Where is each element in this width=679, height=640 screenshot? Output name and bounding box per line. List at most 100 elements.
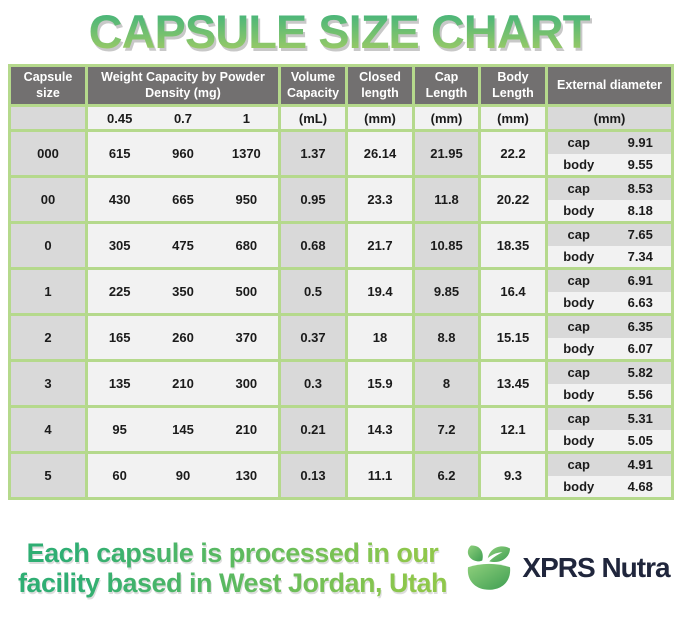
units-capsule-size-blank	[8, 104, 88, 132]
ext-body-label: body	[545, 475, 610, 500]
units-cap: (mm)	[412, 104, 481, 132]
header-external-diameter: External diameter	[544, 64, 675, 107]
units-body: (mm)	[478, 104, 548, 132]
title-bar: CAPSULE SIZE CHART	[0, 0, 679, 62]
density-1: 1	[242, 110, 250, 126]
capsule-row: 0 305 475 680 0.68 21.7 10.85 18.35 cap …	[8, 221, 675, 270]
weight-density-1-cell: 130	[235, 468, 258, 483]
units-row: 0.45 0.7 1 (mL) (mm) (mm) (mm) (mm)	[8, 104, 675, 132]
ext-body-label: body	[545, 153, 610, 178]
ext-cap-label: cap	[545, 359, 610, 384]
ext-cap-label: cap	[545, 175, 610, 200]
closed-length-cell: 14.3	[345, 405, 415, 454]
capsule-row-ext: body 7.34	[10, 245, 675, 270]
ext-cap-value: 4.91	[609, 451, 675, 476]
units-densities: 0.45 0.7 1	[85, 104, 281, 132]
volume-cell: 1.37	[278, 129, 348, 178]
closed-length-cell: 26.14	[345, 129, 415, 178]
weight-density-0.45-cell: 615	[108, 146, 131, 161]
volume-cell: 0.3	[278, 359, 348, 408]
body-length-cell: 15.15	[478, 313, 548, 362]
mortar-leaf-icon	[468, 545, 511, 590]
units-closed: (mm)	[345, 104, 415, 132]
header-weight-capacity: Weight Capacity by Powder Density (mg)	[85, 64, 281, 107]
ext-body-label: body	[545, 291, 610, 316]
body-length-cell: 18.35	[478, 221, 548, 270]
ext-cap-label: cap	[545, 267, 610, 292]
weight-density-1-cell: 1370	[231, 146, 261, 161]
weight-density-1-cell: 500	[235, 284, 258, 299]
weight-density-0.7-cell: 145	[172, 422, 194, 437]
brand-logo: XPRS Nutra	[459, 540, 673, 596]
closed-length-cell: 15.9	[345, 359, 415, 408]
volume-cell: 0.95	[278, 175, 348, 224]
cap-length-cell: 6.2	[412, 451, 481, 500]
capsule-size-cell: 1	[8, 267, 88, 316]
capsule-size-cell: 00	[8, 175, 88, 224]
weight-density-0.45-cell: 225	[108, 284, 131, 299]
capsule-row: 1 225 350 500 0.5 19.4 9.85 16.4 cap 6.9…	[8, 267, 675, 316]
header-closed-length: Closed length	[345, 64, 415, 107]
weight-density-1-cell: 950	[235, 192, 258, 207]
volume-cell: 0.5	[278, 267, 348, 316]
body-length-cell: 9.3	[478, 451, 548, 500]
ext-body-value: 9.55	[609, 153, 675, 178]
ext-cap-value: 8.53	[609, 175, 675, 200]
cap-length-cell: 8	[412, 359, 481, 408]
volume-cell: 0.68	[278, 221, 348, 270]
ext-body-value: 5.05	[609, 429, 675, 454]
weight-density-1-cell: 300	[235, 376, 258, 391]
ext-body-label: body	[545, 337, 610, 362]
body-length-cell: 22.2	[478, 129, 548, 178]
capsule-row: 000 615 960 1370 1.37 26.14 21.95 22.2 c…	[8, 129, 675, 178]
density-0.45: 0.45	[107, 110, 133, 126]
weight-cells: 165 260 370	[85, 313, 281, 362]
capsule-row-ext: body 9.55	[10, 153, 675, 178]
ext-cap-value: 9.91	[609, 129, 675, 154]
closed-length-cell: 19.4	[345, 267, 415, 316]
capsule-row: 5 60 90 130 0.13 11.1 6.2 9.3 cap 4.91	[8, 451, 675, 500]
page-title: CAPSULE SIZE CHART	[88, 4, 592, 58]
capsule-size-cell: 0	[8, 221, 88, 270]
header-row: Capsule size Weight Capacity by Powder D…	[8, 64, 675, 107]
header-cap-length: Cap Length	[412, 64, 481, 107]
weight-density-1-cell: 210	[235, 422, 258, 437]
closed-length-cell: 21.7	[345, 221, 415, 270]
capsule-row: 00 430 665 950 0.95 23.3 11.8 20.22 cap …	[8, 175, 675, 224]
capsule-row: 4 95 145 210 0.21 14.3 7.2 12.1 cap 5.31	[8, 405, 675, 454]
ext-cap-value: 7.65	[609, 221, 675, 246]
weight-density-0.45-cell: 135	[108, 376, 131, 391]
capsule-size-cell: 000	[8, 129, 88, 178]
ext-body-value: 6.63	[609, 291, 675, 316]
ext-cap-value: 5.82	[609, 359, 675, 384]
weight-cells: 95 145 210	[85, 405, 281, 454]
ext-cap-label: cap	[545, 129, 610, 154]
weight-density-0.7-cell: 475	[172, 238, 194, 253]
cap-length-cell: 8.8	[412, 313, 481, 362]
weight-density-0.7-cell: 210	[172, 376, 194, 391]
ext-body-value: 7.34	[609, 245, 675, 270]
weight-density-0.45-cell: 305	[108, 238, 131, 253]
weight-cells: 615 960 1370	[85, 129, 281, 178]
footer-note-line1: Each capsule is processed in our	[10, 538, 455, 568]
header-capsule-size: Capsule size	[8, 64, 88, 107]
header-body-length: Body Length	[478, 64, 548, 107]
closed-length-cell: 23.3	[345, 175, 415, 224]
weight-density-0.7-cell: 960	[172, 146, 194, 161]
weight-density-0.7-cell: 350	[172, 284, 194, 299]
capsule-size-table: Capsule size Weight Capacity by Powder D…	[8, 64, 675, 500]
capsule-table-container: Capsule size Weight Capacity by Powder D…	[0, 62, 679, 500]
cap-length-cell: 11.8	[412, 175, 481, 224]
closed-length-cell: 11.1	[345, 451, 415, 500]
ext-cap-label: cap	[545, 405, 610, 430]
weight-cells: 60 90 130	[85, 451, 281, 500]
ext-cap-value: 6.91	[609, 267, 675, 292]
cap-length-cell: 21.95	[412, 129, 481, 178]
weight-density-0.45-cell: 95	[112, 422, 127, 437]
ext-cap-value: 5.31	[609, 405, 675, 430]
cap-length-cell: 9.85	[412, 267, 481, 316]
weight-cells: 225 350 500	[85, 267, 281, 316]
weight-density-0.7-cell: 260	[172, 330, 194, 345]
capsule-row-ext: body 5.56	[10, 383, 675, 408]
